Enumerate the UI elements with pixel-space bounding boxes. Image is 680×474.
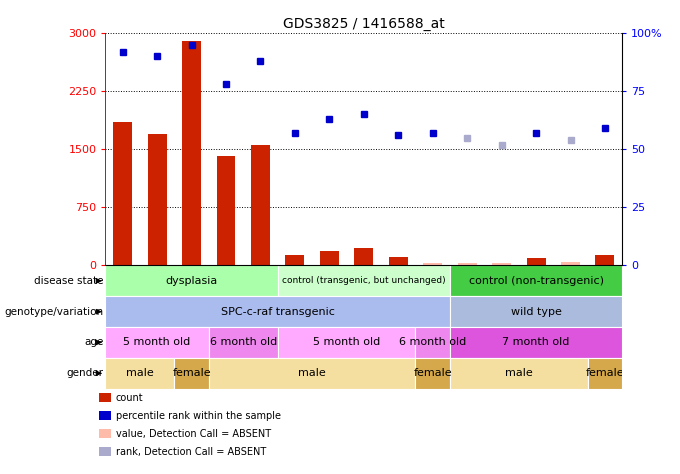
Bar — [423, 263, 442, 265]
Bar — [105, 358, 174, 389]
Bar — [277, 265, 450, 296]
Text: 5 month old: 5 month old — [313, 337, 380, 347]
Bar — [450, 265, 622, 296]
Text: age: age — [84, 337, 103, 347]
Bar — [216, 155, 235, 265]
Bar — [251, 145, 270, 265]
Bar — [113, 122, 132, 265]
Text: rank, Detection Call = ABSENT: rank, Detection Call = ABSENT — [116, 447, 266, 457]
Bar — [450, 327, 622, 358]
Bar — [320, 251, 339, 265]
Text: gender: gender — [67, 368, 103, 378]
Text: control (non-transgenic): control (non-transgenic) — [469, 276, 604, 286]
Bar — [105, 265, 622, 343]
Bar — [182, 41, 201, 265]
Bar — [209, 327, 277, 358]
Text: female: female — [585, 368, 624, 378]
Text: 6 month old: 6 month old — [209, 337, 277, 347]
Bar — [105, 265, 277, 296]
Bar — [450, 296, 622, 327]
Bar — [174, 358, 209, 389]
Bar — [596, 255, 615, 265]
Bar — [561, 262, 580, 265]
Title: GDS3825 / 1416588_at: GDS3825 / 1416588_at — [283, 17, 445, 31]
Bar — [354, 248, 373, 265]
Text: SPC-c-raf transgenic: SPC-c-raf transgenic — [221, 307, 335, 317]
Bar — [277, 327, 415, 358]
Bar — [588, 358, 622, 389]
Text: disease state: disease state — [34, 276, 103, 286]
Text: male: male — [505, 368, 532, 378]
Bar — [415, 358, 450, 389]
Text: genotype/variation: genotype/variation — [5, 307, 103, 317]
Text: percentile rank within the sample: percentile rank within the sample — [116, 410, 281, 421]
Bar — [389, 257, 408, 265]
Text: value, Detection Call = ABSENT: value, Detection Call = ABSENT — [116, 428, 271, 439]
Bar — [458, 263, 477, 265]
Bar — [415, 327, 450, 358]
Text: dysplasia: dysplasia — [165, 276, 218, 286]
Bar — [105, 327, 209, 358]
Text: male: male — [126, 368, 154, 378]
Bar — [526, 258, 545, 265]
Text: 7 month old: 7 month old — [503, 337, 570, 347]
Text: wild type: wild type — [511, 307, 562, 317]
Text: male: male — [299, 368, 326, 378]
Text: female: female — [413, 368, 452, 378]
Text: count: count — [116, 392, 143, 403]
Bar — [105, 296, 450, 327]
Text: 5 month old: 5 month old — [124, 337, 190, 347]
Text: 6 month old: 6 month old — [399, 337, 466, 347]
Bar — [148, 134, 167, 265]
Bar — [492, 263, 511, 265]
Text: female: female — [172, 368, 211, 378]
Bar — [209, 358, 415, 389]
Bar — [286, 255, 305, 265]
Bar — [450, 358, 588, 389]
Text: control (transgenic, but unchanged): control (transgenic, but unchanged) — [282, 276, 445, 285]
